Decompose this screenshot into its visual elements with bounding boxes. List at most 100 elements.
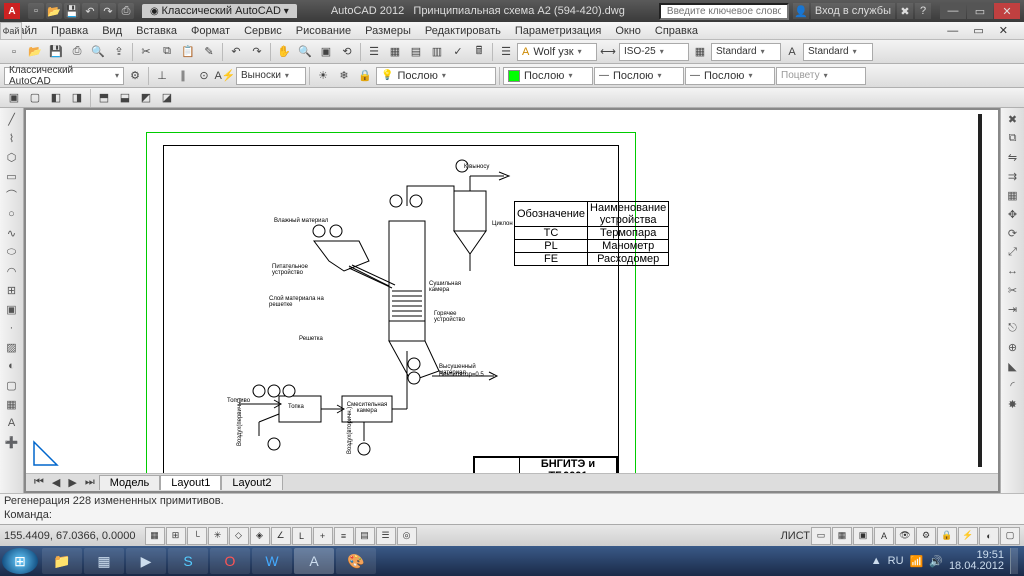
- task-skype[interactable]: S: [168, 548, 208, 574]
- annoscale-icon[interactable]: А: [874, 527, 894, 545]
- ws-gear-icon[interactable]: ⚙: [125, 66, 145, 86]
- trim-icon[interactable]: ✂: [1003, 281, 1023, 299]
- new-icon[interactable]: ▫: [28, 3, 44, 19]
- pline-icon[interactable]: ⌇: [2, 129, 22, 147]
- offset-icon[interactable]: ⇉: [1003, 167, 1023, 185]
- layers-icon[interactable]: ☰: [496, 42, 516, 62]
- toolpal-icon[interactable]: ▤: [406, 42, 426, 62]
- space-label[interactable]: ЛИСТ: [781, 530, 810, 542]
- tab-last-icon[interactable]: ⏭: [81, 476, 99, 489]
- constraint2-icon[interactable]: ∥: [173, 66, 193, 86]
- help-icon[interactable]: ?: [915, 3, 931, 19]
- hw-accel-icon[interactable]: ⚡: [958, 527, 978, 545]
- sheetset-icon[interactable]: ▥: [427, 42, 447, 62]
- cut-icon[interactable]: ✂: [136, 42, 156, 62]
- annot-combo[interactable]: Выноски: [236, 67, 306, 85]
- dcenter-icon[interactable]: ▦: [385, 42, 405, 62]
- mirror-icon[interactable]: ⇋: [1003, 148, 1023, 166]
- plotstyle-combo[interactable]: Поцвету: [776, 67, 866, 85]
- lock-ui-icon[interactable]: 🔒: [937, 527, 957, 545]
- do1-icon[interactable]: ▣: [4, 88, 24, 108]
- copy2-icon[interactable]: ⧉: [1003, 129, 1023, 147]
- paste-icon[interactable]: 📋: [178, 42, 198, 62]
- zoomprev-icon[interactable]: ⟲: [337, 42, 357, 62]
- tab-prev-icon[interactable]: ◀: [48, 476, 64, 489]
- tray-lang[interactable]: RU: [888, 555, 904, 567]
- rotate-icon[interactable]: ⟳: [1003, 224, 1023, 242]
- tab-layout2[interactable]: Layout2: [221, 475, 282, 490]
- qv-layouts-icon[interactable]: ▦: [832, 527, 852, 545]
- constraint1-icon[interactable]: ⊥: [152, 66, 172, 86]
- menu-param[interactable]: Параметризация: [509, 24, 607, 38]
- plot-icon[interactable]: ⎙: [67, 42, 87, 62]
- menu-modify[interactable]: Редактировать: [419, 24, 507, 38]
- color-combo[interactable]: Послою: [503, 67, 593, 85]
- array-icon[interactable]: ▦: [1003, 186, 1023, 204]
- addsel-icon[interactable]: ➕: [2, 433, 22, 451]
- table2-icon[interactable]: ▦: [2, 395, 22, 413]
- line-icon[interactable]: ╱: [2, 110, 22, 128]
- dimstyle-combo[interactable]: ISO-25: [619, 43, 689, 61]
- task-acad[interactable]: A: [294, 548, 334, 574]
- isolate-icon[interactable]: ◐: [979, 527, 999, 545]
- print-icon[interactable]: ⎙: [118, 3, 134, 19]
- show-desktop[interactable]: [1010, 548, 1018, 574]
- otrack-toggle[interactable]: ∠: [271, 527, 291, 545]
- signin-icon[interactable]: 👤: [793, 3, 809, 19]
- ducs-toggle[interactable]: L: [292, 527, 312, 545]
- doc-minimize-button[interactable]: —: [941, 24, 964, 38]
- textstyle-combo[interactable]: Standard: [803, 43, 873, 61]
- menu-insert[interactable]: Вставка: [130, 24, 183, 38]
- redo-icon[interactable]: ↷: [247, 42, 267, 62]
- linetype2-combo[interactable]: — Послою: [594, 67, 684, 85]
- menu-window[interactable]: Окно: [609, 24, 647, 38]
- lineweight-combo[interactable]: — Послою: [685, 67, 775, 85]
- polygon-icon[interactable]: ⬡: [2, 148, 22, 166]
- 3dosnap-toggle[interactable]: ◈: [250, 527, 270, 545]
- chamfer-icon[interactable]: ◣: [1003, 357, 1023, 375]
- workspace-combo[interactable]: Классический AutoCAD: [4, 67, 124, 85]
- task-opera[interactable]: O: [210, 548, 250, 574]
- markup-icon[interactable]: ✓: [448, 42, 468, 62]
- layerlock-icon[interactable]: 🔒: [355, 66, 375, 86]
- do5-icon[interactable]: ⬒: [94, 88, 114, 108]
- grid-toggle[interactable]: ⊞: [166, 527, 186, 545]
- menu-edit[interactable]: Правка: [45, 24, 94, 38]
- publish-icon[interactable]: ⇪: [109, 42, 129, 62]
- tray-vol-icon[interactable]: 🔊: [929, 555, 943, 568]
- undo-icon[interactable]: ↶: [82, 3, 98, 19]
- open-icon[interactable]: 📂: [25, 42, 45, 62]
- text-icon[interactable]: A: [782, 42, 802, 62]
- tablestyle-combo[interactable]: Standard: [711, 43, 781, 61]
- signin-label[interactable]: Вход в службы: [811, 3, 895, 19]
- stretch-icon[interactable]: ↔: [1003, 262, 1023, 280]
- tray-up-icon[interactable]: ▲: [871, 555, 882, 567]
- do2-icon[interactable]: ▢: [25, 88, 45, 108]
- do3-icon[interactable]: ◧: [46, 88, 66, 108]
- menu-help[interactable]: Справка: [649, 24, 704, 38]
- tray-clock[interactable]: 19:5118.04.2012: [949, 550, 1004, 572]
- calc-icon[interactable]: 🖩: [469, 42, 489, 62]
- table-icon[interactable]: ▦: [690, 42, 710, 62]
- preview-icon[interactable]: 🔍: [88, 42, 108, 62]
- insert-icon[interactable]: ⊞: [2, 281, 22, 299]
- pan-icon[interactable]: ✋: [274, 42, 294, 62]
- zoom-icon[interactable]: 🔍: [295, 42, 315, 62]
- copy-icon[interactable]: ⧉: [157, 42, 177, 62]
- do6-icon[interactable]: ⬓: [115, 88, 135, 108]
- do4-icon[interactable]: ◨: [67, 88, 87, 108]
- erase-icon[interactable]: ✖: [1003, 110, 1023, 128]
- dim-icon[interactable]: ⟷: [598, 42, 618, 62]
- close-button[interactable]: ✕: [994, 3, 1020, 19]
- linetype-combo[interactable]: AWolf узк: [517, 43, 597, 61]
- modelspace-toggle[interactable]: ▭: [811, 527, 831, 545]
- rect-icon[interactable]: ▭: [2, 167, 22, 185]
- arc-icon[interactable]: ⌒: [2, 186, 22, 204]
- hatch-icon[interactable]: ▨: [2, 338, 22, 356]
- task-paint[interactable]: 🎨: [336, 548, 376, 574]
- command-line[interactable]: Регенерация 228 измененных примитивов. К…: [0, 493, 1024, 524]
- search-input[interactable]: [659, 3, 789, 20]
- match-icon[interactable]: ✎: [199, 42, 219, 62]
- block-icon[interactable]: ▣: [2, 300, 22, 318]
- snap-toggle[interactable]: ▦: [145, 527, 165, 545]
